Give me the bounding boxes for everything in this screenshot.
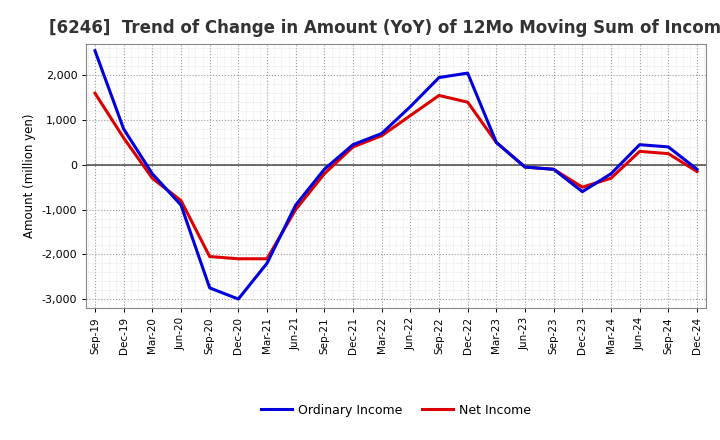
Net Income [263, 256, 271, 261]
Net Income [549, 167, 558, 172]
Net Income [521, 165, 529, 170]
Net Income [320, 171, 328, 176]
Net Income [205, 254, 214, 259]
Ordinary Income [292, 202, 300, 208]
Net Income [377, 133, 386, 138]
Net Income [148, 176, 157, 181]
Ordinary Income [578, 189, 587, 194]
Net Income [635, 149, 644, 154]
Net Income [176, 198, 185, 203]
Line: Net Income: Net Income [95, 93, 697, 259]
Ordinary Income [120, 126, 128, 132]
Net Income [120, 136, 128, 141]
Y-axis label: Amount (million yen): Amount (million yen) [23, 114, 36, 238]
Ordinary Income [521, 165, 529, 170]
Net Income [578, 184, 587, 190]
Ordinary Income [91, 48, 99, 53]
Ordinary Income [205, 285, 214, 290]
Ordinary Income [492, 140, 500, 145]
Net Income [91, 91, 99, 96]
Title: [6246]  Trend of Change in Amount (YoY) of 12Mo Moving Sum of Incomes: [6246] Trend of Change in Amount (YoY) o… [49, 19, 720, 37]
Legend: Ordinary Income, Net Income: Ordinary Income, Net Income [256, 399, 536, 422]
Net Income [406, 113, 415, 118]
Ordinary Income [406, 104, 415, 109]
Net Income [464, 99, 472, 105]
Ordinary Income [348, 142, 357, 147]
Ordinary Income [320, 167, 328, 172]
Net Income [607, 176, 616, 181]
Ordinary Income [263, 260, 271, 266]
Ordinary Income [664, 144, 672, 150]
Net Income [234, 256, 243, 261]
Ordinary Income [635, 142, 644, 147]
Net Income [435, 93, 444, 98]
Ordinary Income [148, 171, 157, 176]
Ordinary Income [435, 75, 444, 80]
Ordinary Income [377, 131, 386, 136]
Ordinary Income [464, 70, 472, 76]
Ordinary Income [693, 167, 701, 172]
Net Income [348, 144, 357, 150]
Ordinary Income [176, 202, 185, 208]
Net Income [664, 151, 672, 156]
Ordinary Income [607, 171, 616, 176]
Ordinary Income [549, 167, 558, 172]
Net Income [492, 140, 500, 145]
Net Income [693, 169, 701, 174]
Line: Ordinary Income: Ordinary Income [95, 51, 697, 299]
Ordinary Income [234, 297, 243, 302]
Net Income [292, 207, 300, 212]
